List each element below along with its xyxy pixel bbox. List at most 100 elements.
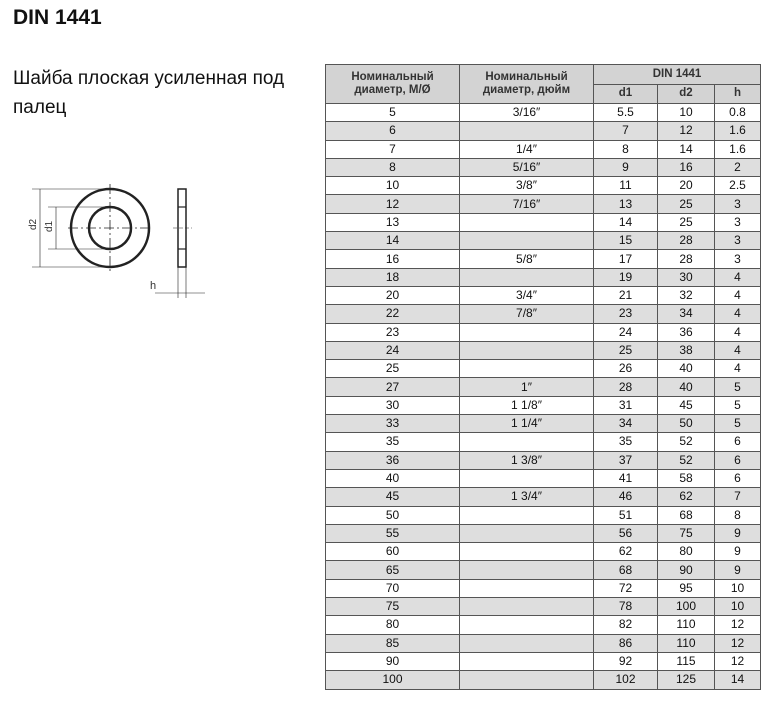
cell-h: 12 (714, 633, 761, 653)
cell-d1: 62 (593, 542, 658, 562)
cell-d2: 32 (657, 285, 715, 306)
table-row: 12 7/16″ 13 25 3 (325, 194, 761, 214)
cell-d2: 16 (657, 157, 715, 178)
table-row: 33 1 1/4″ 34 50 5 (325, 414, 761, 434)
cell-metric: 75 (325, 597, 460, 617)
table-row: 22 7/8″ 23 34 4 (325, 304, 761, 324)
cell-d1: 56 (593, 523, 658, 544)
table-row: 24 25 38 4 (325, 340, 761, 361)
cell-metric: 30 (325, 395, 460, 416)
cell-inch (459, 432, 594, 452)
cell-h: 4 (714, 359, 761, 379)
din1441-table: Номинальный диаметр, M/Ø Номинальный диа… (325, 64, 761, 690)
cell-d2: 30 (657, 267, 715, 287)
table-row: 27 1″ 28 40 5 (325, 377, 761, 397)
header-inch: Номинальный диаметр, дюйм (459, 64, 594, 104)
cell-h: 1.6 (714, 121, 761, 141)
cell-d1: 7 (593, 121, 658, 141)
cell-metric: 27 (325, 377, 460, 397)
table-row: 36 1 3/8″ 37 52 6 (325, 450, 761, 470)
cell-h: 10 (714, 597, 761, 617)
table-row: 55 56 75 9 (325, 523, 761, 544)
cell-inch: 5/8″ (459, 249, 594, 269)
cell-inch (459, 615, 594, 635)
washer-drawing: d2 d1 h (28, 184, 205, 298)
cell-inch: 1 1/4″ (459, 414, 594, 434)
cell-inch (459, 670, 594, 690)
cell-d2: 58 (657, 468, 715, 489)
table-row: 20 3/4″ 21 32 4 (325, 285, 761, 306)
table-row: 65 68 90 9 (325, 560, 761, 580)
table-row: 80 82 110 12 (325, 615, 761, 635)
cell-inch: 1″ (459, 377, 594, 397)
cell-d1: 78 (593, 597, 658, 617)
cell-inch: 5/16″ (459, 157, 594, 178)
cell-metric: 80 (325, 615, 460, 635)
cell-d1: 86 (593, 633, 658, 653)
table-row: 13 14 25 3 (325, 212, 761, 233)
cell-d2: 12 (657, 121, 715, 141)
cell-metric: 50 (325, 505, 460, 525)
cell-d2: 25 (657, 212, 715, 233)
cell-h: 2.5 (714, 176, 761, 196)
cell-inch (459, 212, 594, 233)
cell-inch (459, 340, 594, 361)
cell-metric: 6 (325, 121, 460, 141)
cell-metric: 45 (325, 487, 460, 507)
cell-d1: 26 (593, 359, 658, 379)
cell-h: 8 (714, 505, 761, 525)
cell-d1: 92 (593, 651, 658, 672)
cell-d1: 28 (593, 377, 658, 397)
cell-d2: 20 (657, 176, 715, 196)
cell-h: 4 (714, 340, 761, 361)
table-row: 60 62 80 9 (325, 542, 761, 562)
table-row: 35 35 52 6 (325, 432, 761, 452)
cell-inch: 3/4″ (459, 285, 594, 306)
cell-d1: 19 (593, 267, 658, 287)
cell-inch (459, 633, 594, 653)
cell-d1: 9 (593, 157, 658, 178)
cell-d2: 68 (657, 505, 715, 525)
cell-d1: 102 (593, 670, 658, 690)
cell-metric: 65 (325, 560, 460, 580)
cell-d2: 38 (657, 340, 715, 361)
cell-h: 0.8 (714, 102, 761, 123)
cell-h: 9 (714, 560, 761, 580)
table-row: 18 19 30 4 (325, 267, 761, 287)
cell-metric: 22 (325, 304, 460, 324)
cell-d2: 40 (657, 359, 715, 379)
cell-inch: 3/8″ (459, 176, 594, 196)
cell-h: 4 (714, 322, 761, 342)
cell-metric: 35 (325, 432, 460, 452)
cell-inch (459, 359, 594, 379)
cell-d1: 41 (593, 468, 658, 489)
cell-d2: 80 (657, 542, 715, 562)
cell-h: 6 (714, 432, 761, 452)
table-row: 10 3/8″ 11 20 2.5 (325, 176, 761, 196)
cell-h: 5 (714, 395, 761, 416)
cell-metric: 36 (325, 450, 460, 470)
cell-inch (459, 267, 594, 287)
cell-d2: 34 (657, 304, 715, 324)
table-row: 75 78 100 10 (325, 597, 761, 617)
cell-h: 3 (714, 194, 761, 214)
cell-d2: 62 (657, 487, 715, 507)
cell-d2: 75 (657, 523, 715, 544)
cell-inch: 3/16″ (459, 102, 594, 123)
cell-d1: 35 (593, 432, 658, 452)
cell-metric: 16 (325, 249, 460, 269)
header-d1: d1 (593, 83, 658, 104)
cell-inch (459, 542, 594, 562)
table-row: 50 51 68 8 (325, 505, 761, 525)
cell-h: 6 (714, 468, 761, 489)
table-row: 30 1 1/8″ 31 45 5 (325, 395, 761, 416)
table-row: 90 92 115 12 (325, 651, 761, 672)
cell-d1: 14 (593, 212, 658, 233)
cell-metric: 85 (325, 633, 460, 653)
cell-d2: 90 (657, 560, 715, 580)
cell-d2: 95 (657, 578, 715, 599)
cell-d1: 24 (593, 322, 658, 342)
cell-metric: 14 (325, 231, 460, 251)
table-row: 7 1/4″ 8 14 1.6 (325, 139, 761, 159)
cell-h: 9 (714, 523, 761, 544)
